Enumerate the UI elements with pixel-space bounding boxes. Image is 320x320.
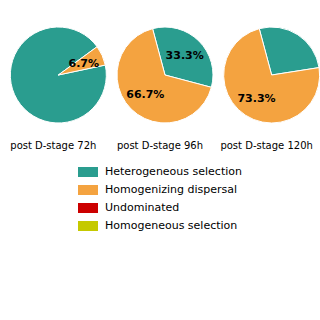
html-text:post D-stage 96h: post D-stage 96h [116, 140, 203, 151]
svg-text:66.7%: 66.7% [126, 88, 164, 101]
svg-text:6.7%: 6.7% [68, 57, 99, 70]
html-text:post D-stage 72h: post D-stage 72h [10, 140, 97, 151]
html-text:post D-stage 120h: post D-stage 120h [220, 140, 313, 151]
html-text:Undominated: Undominated [105, 201, 180, 214]
svg-text:33.3%: 33.3% [166, 49, 204, 62]
html-text:Homogenizing dispersal: Homogenizing dispersal [105, 183, 238, 196]
html-text:Homogeneous selection: Homogeneous selection [105, 219, 238, 232]
svg-text:73.3%: 73.3% [237, 92, 275, 105]
html-text:Heterogeneous selection: Heterogeneous selection [105, 165, 242, 178]
